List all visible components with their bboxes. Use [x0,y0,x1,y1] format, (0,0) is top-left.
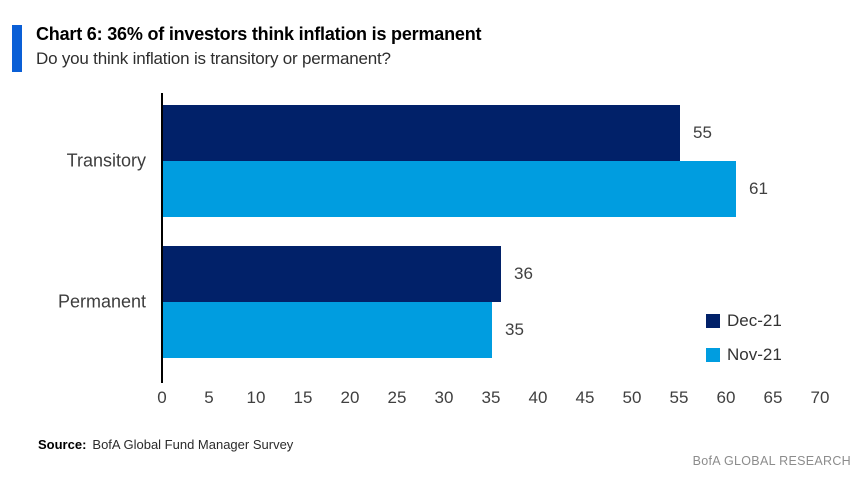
chart-title: Chart 6: 36% of investors think inflatio… [36,24,482,44]
plot-area: 55 61 36 35 Transitory Permanent 0 5 10 15 20 25 3… [58,93,829,407]
x-tick-25: 25 [387,388,407,407]
x-tick-5: 5 [204,388,214,407]
x-tick-10: 10 [246,388,266,407]
chart-subtitle: Do you think inflation is transitory or … [36,49,391,68]
brand-text: BofA GLOBAL RESEARCH [692,454,851,468]
x-tick-55: 55 [669,388,689,407]
legend: Dec-21 Nov-21 [706,311,782,379]
value-label-permanent-dec-21: 36 [514,264,533,283]
legend-label-dec-21: Dec-21 [727,311,782,330]
legend-item-dec-21: Dec-21 [706,311,782,331]
source-line: Source: BofA Global Fund Manager Survey [38,437,293,452]
x-tick-35: 35 [481,388,501,407]
value-label-transitory-nov-21: 61 [749,179,768,198]
category-label-transitory: Transitory [66,150,146,171]
bar-permanent-dec-21 [163,246,501,302]
bar-permanent-nov-21 [163,302,492,358]
x-tick-20: 20 [340,388,360,407]
x-tick-60: 60 [716,388,736,407]
y-axis-line [161,93,163,383]
value-label-transitory-dec-21: 55 [693,123,712,142]
x-tick-45: 45 [575,388,595,407]
bar-transitory-nov-21 [163,161,736,217]
source-label: Source: [38,437,87,452]
x-tick-40: 40 [528,388,548,407]
x-tick-30: 30 [434,388,454,407]
source-text: BofA Global Fund Manager Survey [92,437,294,452]
title-accent-bar [12,25,22,72]
category-label-permanent: Permanent [57,291,146,312]
bar-transitory-dec-21 [163,105,680,161]
x-tick-50: 50 [622,388,642,407]
x-tick-15: 15 [293,388,313,407]
x-tick-65: 65 [763,388,783,407]
legend-label-nov-21: Nov-21 [727,345,782,364]
legend-item-nov-21: Nov-21 [706,345,782,365]
value-label-permanent-nov-21: 35 [505,320,524,339]
x-tick-0: 0 [157,388,167,407]
legend-swatch-dec-21 [706,314,720,328]
x-tick-70: 70 [810,388,830,407]
legend-swatch-nov-21 [706,348,720,362]
